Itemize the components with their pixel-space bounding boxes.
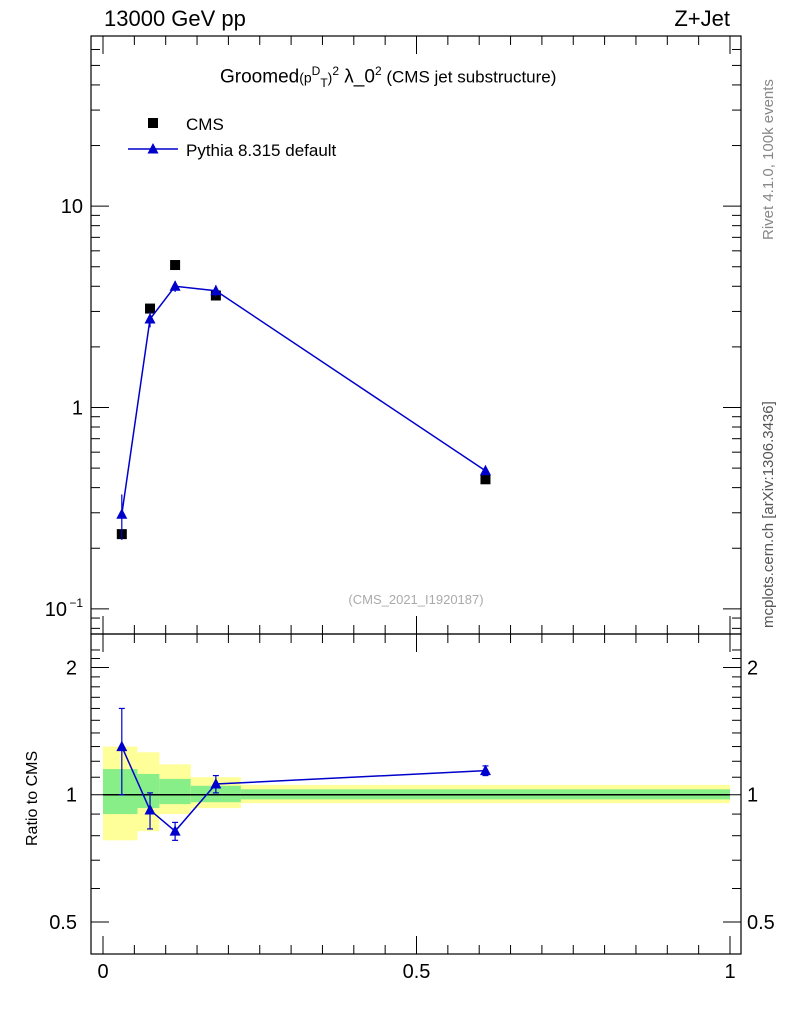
ratio-inner-band <box>159 778 191 805</box>
ratio-inner-band <box>137 773 160 809</box>
ratio-pythia-point <box>210 778 222 789</box>
y-tick-label: 10 <box>61 196 83 218</box>
pythia-line <box>121 285 486 515</box>
ratio-y-tick-label-right: 0.5 <box>747 912 775 934</box>
header-left-label: 13000 GeV pp <box>104 6 246 31</box>
ratio-y-tick-label-right: 1 <box>747 785 758 807</box>
pythia-data-point <box>116 508 128 519</box>
pythia-data-point <box>479 464 491 476</box>
x-tick-label: 0 <box>97 961 108 983</box>
legend-cms-label: CMS <box>186 115 224 134</box>
cms-data-point <box>480 474 491 485</box>
title-sup-2b: 2 <box>374 64 382 78</box>
legend-pythia-marker <box>147 143 159 154</box>
y-tick-label-exponent: −1 <box>69 596 83 610</box>
title-lambda: λ_0 <box>339 66 375 88</box>
cms-data-point <box>170 260 181 271</box>
title-suffix: (CMS jet substructure) <box>381 67 557 87</box>
ratio-pythia-point <box>116 740 128 752</box>
ratio-pythia-point <box>169 825 181 836</box>
pythia-data-point <box>169 280 181 291</box>
ratio-inner-band <box>103 769 138 815</box>
title-p: (p <box>299 69 312 86</box>
legend-pythia-label: Pythia 8.315 default <box>186 141 337 160</box>
pythia-data-point <box>144 313 156 324</box>
title-sup-2: 2 <box>332 64 340 78</box>
title-prefix: Groomed <box>220 66 300 88</box>
plot-title: Groomed(pDT)2 λ_02 (CMS jet substructure… <box>220 64 556 90</box>
y-tick-label: 10 <box>45 599 67 621</box>
ratio-y-tick-label-left: 1 <box>66 785 77 807</box>
analysis-watermark: (CMS_2021_I1920187) <box>348 592 483 607</box>
x-tick-label: 1 <box>724 961 735 983</box>
cms-data-point <box>145 303 156 314</box>
pythia-data-point <box>210 284 222 296</box>
title-close: ) <box>327 69 333 86</box>
ratio-y-tick-label-left: 2 <box>66 657 77 679</box>
legend-cms-marker <box>148 118 158 128</box>
ratio-pythia-point <box>479 764 491 776</box>
header-right-label: Z+Jet <box>674 6 730 31</box>
y-tick-label: 1 <box>72 398 83 420</box>
title-sup-d: D <box>311 64 321 78</box>
ratio-y-tick-label-left: 0.5 <box>49 912 77 934</box>
ratio-y-tick-label-right: 2 <box>747 657 758 679</box>
title-sub-t: T <box>320 76 328 91</box>
ratio-pythia-point <box>144 804 156 815</box>
x-tick-label: 0.5 <box>403 961 431 983</box>
